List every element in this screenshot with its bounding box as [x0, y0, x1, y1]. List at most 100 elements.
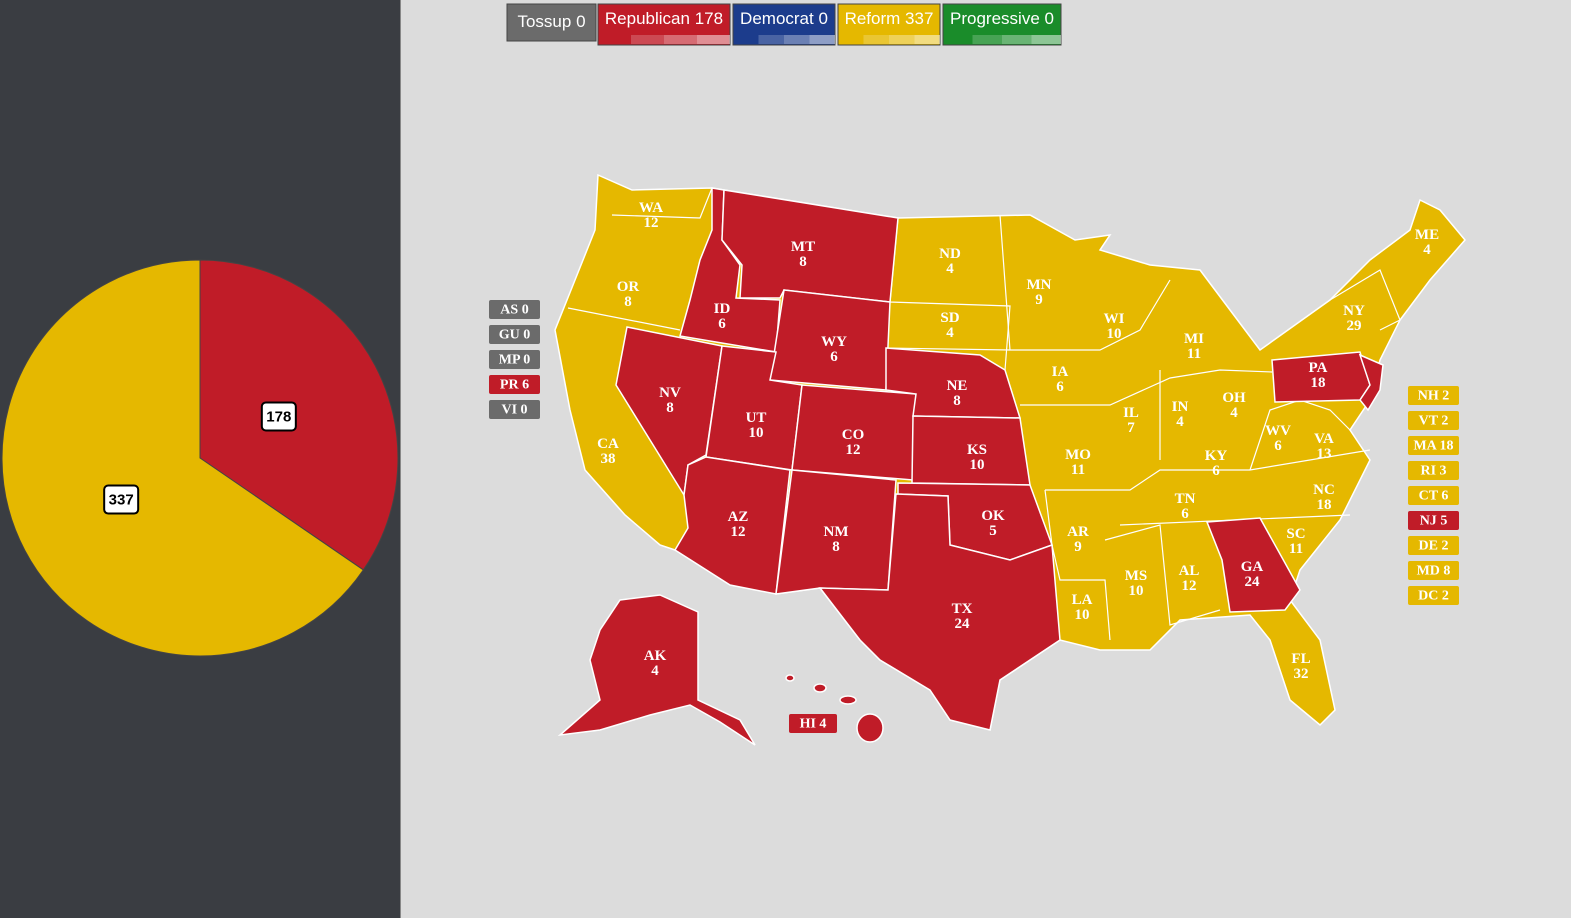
- box-abbr: NH: [1418, 389, 1439, 404]
- border: [1104, 524, 1221, 626]
- pie-label-box: [103, 484, 140, 515]
- box-votes: 2: [1441, 414, 1448, 429]
- state-votes: 8: [799, 254, 807, 270]
- state-abbr: AZ: [728, 509, 749, 525]
- box-abbr: PR: [500, 378, 520, 393]
- state-box[interactable]: MD 8: [1408, 561, 1459, 580]
- box-bg: [1408, 436, 1459, 455]
- state-abbr: PA: [1309, 360, 1328, 376]
- shade-strip: [889, 35, 915, 44]
- state-abbr: NM: [824, 524, 849, 540]
- party-button[interactable]: Tossup 0: [506, 3, 597, 42]
- party-votes: 178: [695, 9, 723, 28]
- state-votes: 32: [1294, 666, 1309, 682]
- state-shape: [557, 594, 756, 746]
- state-box[interactable]: MA 18: [1408, 436, 1459, 455]
- shade-strip: [1002, 35, 1032, 44]
- state-votes: 4: [1230, 405, 1238, 421]
- state-box[interactable]: HI 4: [789, 714, 837, 733]
- box-label: VT 2: [1419, 414, 1449, 429]
- box-label: MA 18: [1413, 439, 1453, 454]
- box-bg: [1408, 386, 1459, 405]
- state-box[interactable]: CT 6: [1408, 486, 1459, 505]
- party-button[interactable]: Reform 337: [837, 3, 941, 46]
- button-label: Tossup 0: [517, 12, 585, 31]
- border: [567, 307, 681, 331]
- state-box[interactable]: PR 6: [489, 375, 540, 394]
- box-bg: [489, 325, 540, 344]
- party-button[interactable]: Republican 178: [597, 3, 731, 46]
- state-votes: 6: [718, 316, 726, 332]
- box-label: VI 0: [501, 403, 527, 418]
- state-votes: 6: [830, 349, 838, 365]
- state-abbr: OR: [617, 279, 640, 295]
- state-abbr: IA: [1052, 364, 1069, 380]
- state-shape: [1358, 353, 1384, 412]
- state-votes: 11: [1187, 346, 1201, 362]
- shade-strip: [697, 35, 730, 44]
- box-bg: [1408, 411, 1459, 430]
- state-votes: 38: [601, 451, 616, 467]
- state-votes: 6: [1212, 463, 1220, 479]
- border: [885, 347, 1011, 351]
- state-box[interactable]: NH 2: [1408, 386, 1459, 405]
- state-abbr: NY: [1343, 303, 1365, 319]
- state-box[interactable]: RI 3: [1408, 461, 1459, 480]
- state-abbr: MO: [1065, 447, 1091, 463]
- box-votes: 6: [522, 378, 529, 393]
- box-abbr: AS: [500, 303, 518, 318]
- state-box[interactable]: DC 2: [1408, 586, 1459, 605]
- box-abbr: VI: [501, 403, 517, 418]
- party-name: Tossup: [517, 12, 571, 31]
- box-votes: 18: [1440, 439, 1454, 454]
- state-abbr: CA: [597, 436, 619, 452]
- state-abbr: WI: [1104, 311, 1125, 327]
- box-abbr: MA: [1413, 439, 1437, 454]
- state-abbr: NE: [947, 378, 968, 394]
- state-abbr: AR: [1067, 524, 1089, 540]
- state-votes: 18: [1311, 375, 1326, 391]
- state-abbr: ME: [1415, 227, 1439, 243]
- state-box[interactable]: VT 2: [1408, 411, 1459, 430]
- party-name: Democrat: [740, 9, 814, 28]
- border: [1045, 449, 1371, 491]
- box-votes: 0: [523, 353, 530, 368]
- shade-strip: [1031, 35, 1061, 44]
- box-label: NJ 5: [1420, 514, 1448, 529]
- party-votes: 337: [905, 9, 933, 28]
- state-abbr: ND: [939, 246, 961, 262]
- box-bg: [1408, 586, 1459, 605]
- state-box[interactable]: VI 0: [489, 400, 540, 419]
- state-box[interactable]: MP 0: [489, 350, 540, 369]
- state-abbr: MN: [1027, 277, 1052, 293]
- box-bg: [1408, 536, 1459, 555]
- box-votes: 4: [819, 717, 826, 732]
- state-votes: 12: [644, 215, 659, 231]
- state-votes: 10: [1075, 607, 1090, 623]
- state-votes: 13: [1317, 446, 1332, 462]
- state-box[interactable]: AS 0: [489, 300, 540, 319]
- state-abbr: OH: [1222, 390, 1246, 406]
- red-states: [557, 187, 1384, 746]
- shade-strip: [784, 35, 810, 44]
- party-button[interactable]: Democrat 0: [732, 3, 836, 46]
- state-abbr: FL: [1291, 651, 1310, 667]
- shade-strip: [809, 35, 835, 44]
- state-abbr: OK: [981, 508, 1005, 524]
- state-abbr: TX: [952, 601, 973, 617]
- box-bg: [489, 300, 540, 319]
- state-votes: 9: [1074, 539, 1082, 555]
- state-box[interactable]: NJ 5: [1408, 511, 1459, 530]
- box-label: HI 4: [800, 717, 827, 732]
- state-box[interactable]: GU 0: [489, 325, 540, 344]
- state-shape: [839, 695, 857, 705]
- box-abbr: MP: [499, 353, 521, 368]
- state-abbr: IN: [1172, 399, 1189, 415]
- button-label: Republican 178: [605, 9, 723, 28]
- party-button[interactable]: Progressive 0: [942, 3, 1062, 46]
- party-name: Reform: [845, 9, 901, 28]
- box-votes: 0: [522, 303, 529, 318]
- state-box[interactable]: DE 2: [1408, 536, 1459, 555]
- box-bg: [789, 714, 837, 733]
